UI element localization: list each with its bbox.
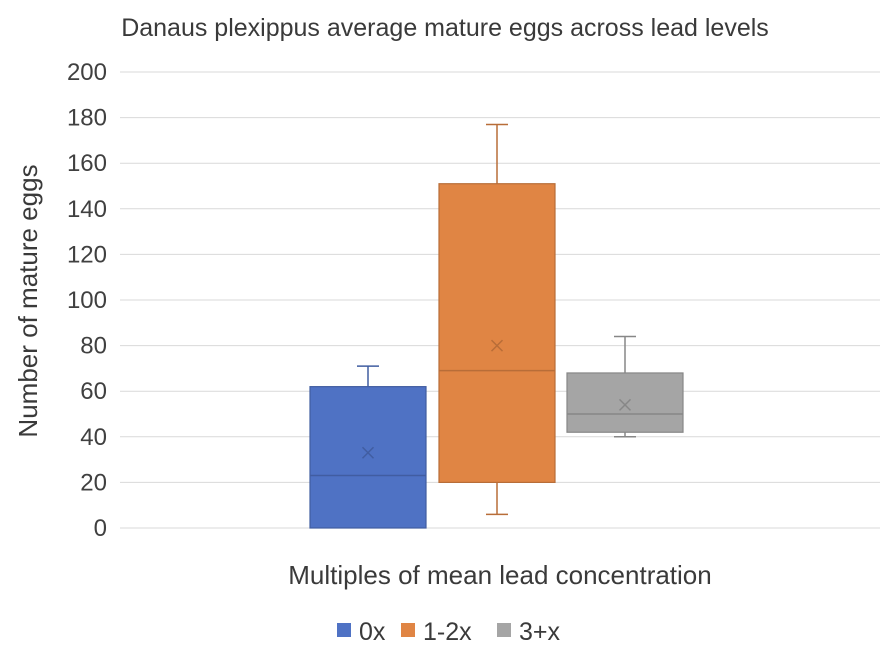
y-tick-label: 100 [67, 287, 107, 314]
y-axis-label: Number of mature eggs [13, 164, 43, 437]
legend-label: 3+x [519, 618, 561, 646]
box-iqr [309, 386, 427, 529]
y-tick-label: 120 [67, 241, 107, 268]
y-axis-ticks: 0 20 40 60 80 100 120 140 160 180 200 [67, 59, 107, 542]
chart-title: Danaus plexippus average mature eggs acr… [121, 14, 769, 42]
mean-marker [361, 446, 375, 459]
x-axis-label: Multiples of mean lead concentration [288, 560, 711, 590]
box-0x [309, 365, 427, 529]
box-series [309, 123, 684, 529]
mean-marker [490, 339, 504, 352]
y-tick-label: 40 [80, 424, 107, 451]
legend-label: 1-2x [423, 618, 472, 646]
y-tick-label: 140 [67, 196, 107, 223]
y-tick-label: 60 [80, 378, 107, 405]
box-1-2x [438, 123, 556, 516]
y-tick-label: 80 [80, 333, 107, 360]
legend-swatch [497, 623, 511, 637]
mean-marker [618, 398, 632, 411]
legend-swatch [401, 623, 415, 637]
y-tick-label: 0 [94, 515, 107, 542]
legend-swatch [337, 623, 351, 637]
box-iqr [438, 183, 556, 483]
box-iqr [566, 372, 684, 433]
y-tick-label: 180 [67, 105, 107, 132]
y-tick-label: 160 [67, 150, 107, 177]
y-tick-label: 200 [67, 59, 107, 86]
legend: 0x 1-2x 3+x [337, 618, 561, 646]
legend-label: 0x [359, 618, 386, 646]
y-tick-label: 20 [80, 469, 107, 496]
box-3+x [566, 335, 684, 438]
